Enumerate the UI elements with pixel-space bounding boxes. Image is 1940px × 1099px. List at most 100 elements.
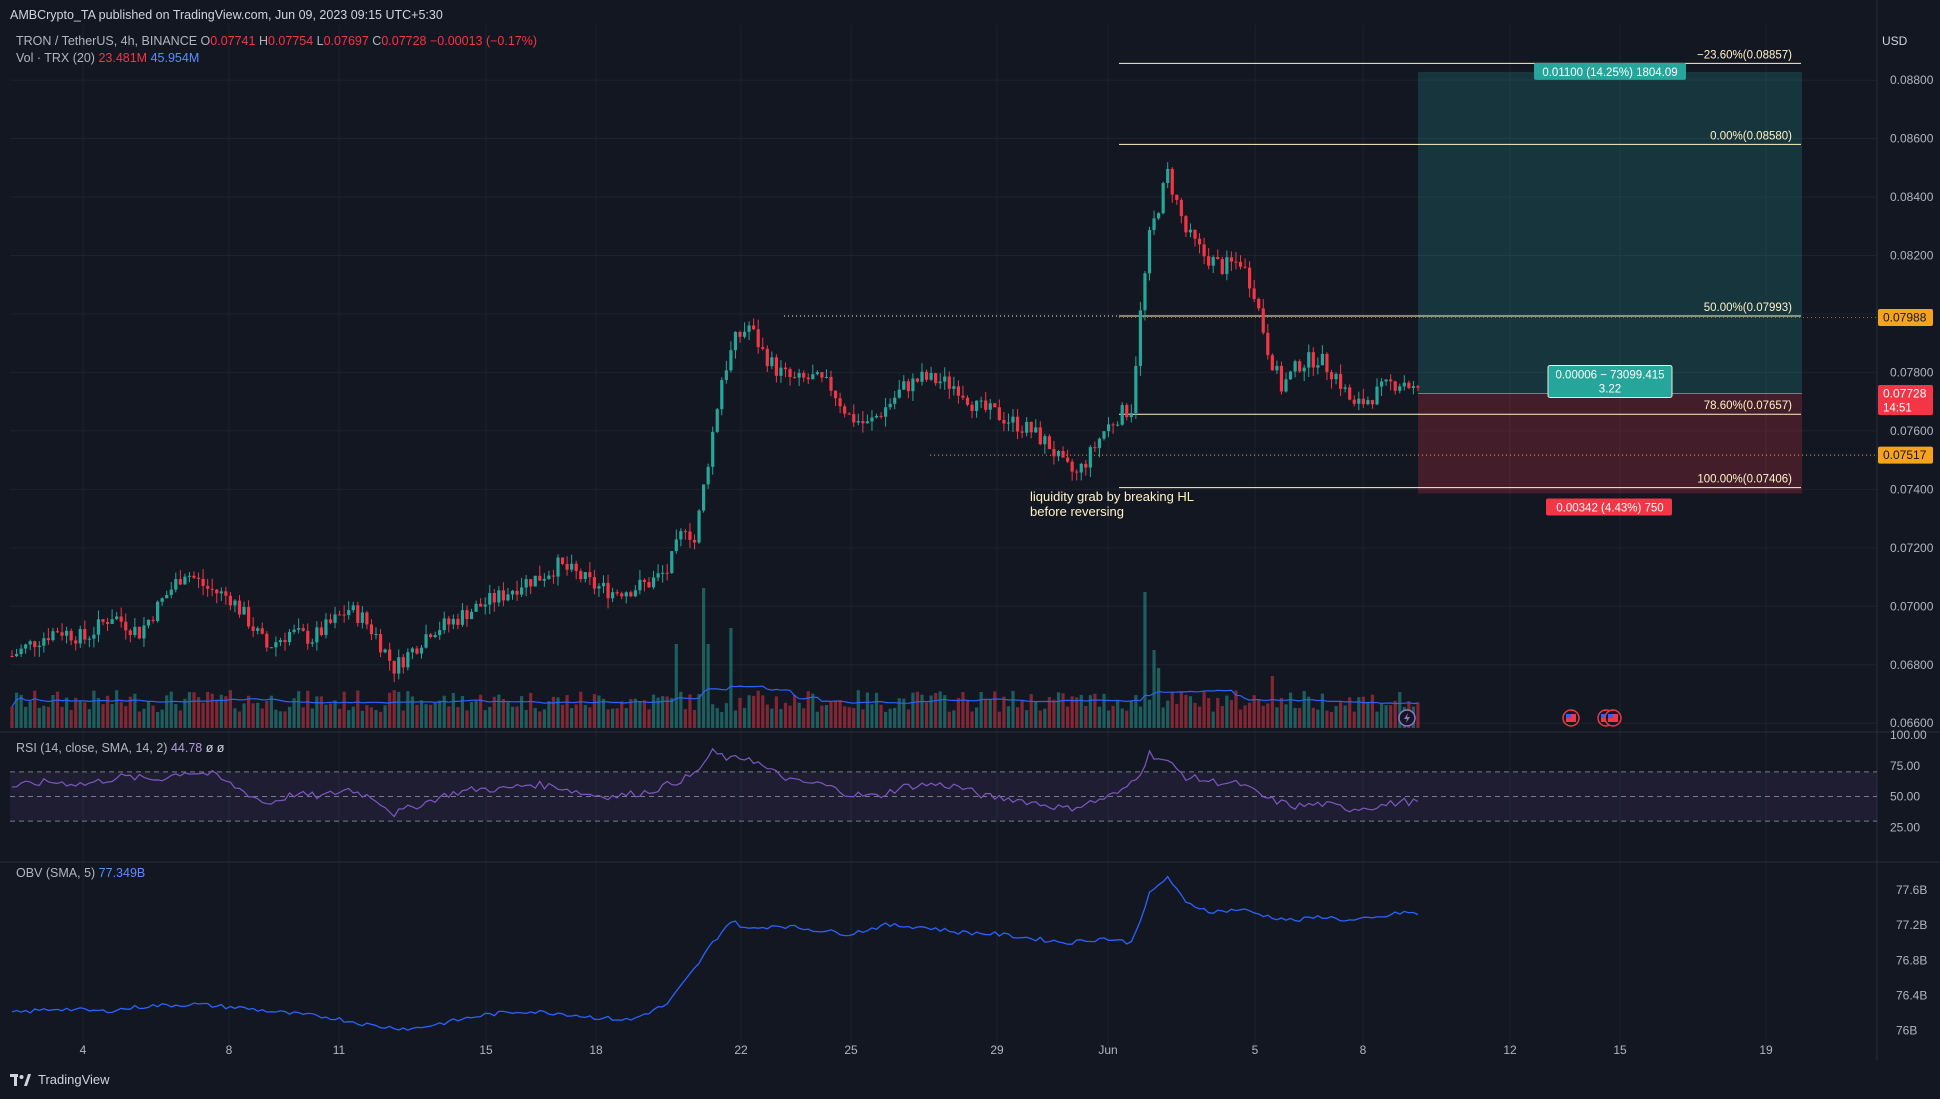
volume-bar [988, 699, 992, 728]
x-tick-8: Jun [1098, 1043, 1117, 1057]
candle-body [952, 386, 956, 389]
price-label-2: 0.07517 [1883, 448, 1927, 462]
volume-bar [1293, 707, 1297, 728]
symbol-name[interactable]: TRON / TetherUS, 4h, BINANCE [16, 34, 201, 48]
candle-body [492, 593, 496, 603]
volume-bar [1157, 668, 1161, 728]
candle-body [1393, 381, 1397, 391]
candle-body [328, 619, 333, 623]
volume-bar [237, 711, 242, 728]
candle-body [1311, 352, 1315, 368]
rsi-band [10, 771, 1877, 822]
event-icons [1398, 709, 1622, 727]
candle-body [165, 594, 169, 599]
price-tick-6: 0.07600 [1890, 424, 1934, 438]
volume-bar [1170, 691, 1174, 728]
volume-bar [524, 709, 528, 728]
volume-bar [1216, 697, 1220, 728]
volume-bar [133, 693, 137, 728]
volume-bar [247, 695, 251, 728]
volume-bar [929, 695, 933, 728]
volume-bar [574, 704, 578, 728]
volume-bar [260, 708, 264, 728]
rsi-legend[interactable]: RSI (14, close, SMA, 14, 2) 44.78 ø ø [16, 741, 224, 755]
candle-body [392, 660, 396, 674]
target-label: 0.01100 (14.25%) 1804.09 [1542, 67, 1677, 79]
publisher-line: AMBCrypto_TA published on TradingView.co… [10, 8, 443, 22]
obv-legend[interactable]: OBV (SMA, 5) 77.349B [16, 866, 145, 880]
volume-bar [1366, 702, 1370, 728]
candle-body [1361, 398, 1365, 405]
volume-bar [1147, 699, 1152, 728]
volume-legend[interactable]: Vol · TRX (20) 23.481M 45.954M [16, 51, 199, 65]
tradingview-logo[interactable]: TradingView [10, 1072, 110, 1087]
candle-body [1339, 373, 1343, 389]
candle-body [447, 618, 451, 625]
volume-bar [874, 692, 879, 728]
candle-body [588, 572, 592, 578]
volume-bar [369, 707, 374, 728]
fib-label-4: 100.00%(0.07406) [1697, 474, 1792, 486]
candle-body [884, 407, 888, 417]
candle-body [647, 582, 651, 588]
volume-bar [215, 699, 219, 728]
obv-tick-1: 77.2B [1896, 918, 1927, 932]
volume-bar [1097, 706, 1102, 728]
candle-body [788, 369, 792, 378]
volume-bar [1066, 706, 1070, 728]
candle-body [429, 634, 433, 638]
candle-body [242, 607, 246, 615]
volume-bar [206, 691, 210, 728]
candle-body [1056, 451, 1061, 457]
candle-body [706, 466, 710, 485]
volume-bar [1029, 694, 1033, 728]
volume-bar [283, 711, 287, 728]
volume-bar [315, 696, 319, 728]
candle-body [260, 628, 264, 634]
candle-body [506, 594, 510, 601]
candle-body [1238, 261, 1243, 267]
volume-bar [902, 698, 906, 728]
volume-bar [829, 701, 833, 728]
volume-bar [1002, 696, 1006, 728]
price-labels: 0.07988 0.07728 14:51 0.07517 0.01100 (14.25… [1030, 62, 1933, 519]
candle-body [74, 640, 78, 644]
candle-body [1025, 421, 1029, 433]
candle-body [547, 575, 551, 579]
volume-bar [970, 711, 974, 728]
volume-bar [742, 707, 747, 728]
candle-body [692, 539, 697, 543]
price-label-bg-1 [1878, 384, 1933, 415]
candle-body [1197, 238, 1202, 245]
volume-bar [515, 706, 519, 728]
price-tick-3: 0.08200 [1890, 248, 1934, 262]
x-tick-4: 18 [589, 1043, 603, 1057]
volume-bar [943, 695, 947, 728]
candle-body [793, 377, 797, 379]
candle-body [51, 631, 55, 641]
candle-body [852, 414, 856, 423]
volume-bar [297, 691, 301, 728]
volume-bar [729, 628, 733, 728]
volume-bars [10, 588, 1420, 728]
candle-body [351, 605, 355, 611]
candle-body [1343, 387, 1347, 389]
candle-body [970, 404, 974, 411]
annotation-line-1: liquidity grab by breaking HL [1030, 489, 1194, 504]
candle-body [1375, 386, 1379, 405]
volume-bar [1384, 705, 1388, 728]
candle-body [397, 657, 401, 674]
volume-bar [1015, 707, 1020, 728]
candle-body [1038, 427, 1042, 445]
volume-bar [911, 692, 915, 728]
candle-body [146, 619, 151, 626]
candle-body [37, 645, 41, 648]
volume-value: 23.481M [98, 51, 148, 65]
candle-body [233, 600, 237, 606]
candle-body [1329, 372, 1334, 380]
candle-body [670, 551, 674, 574]
price-label-1: 0.07728 [1883, 386, 1927, 400]
candle-body [879, 415, 883, 417]
